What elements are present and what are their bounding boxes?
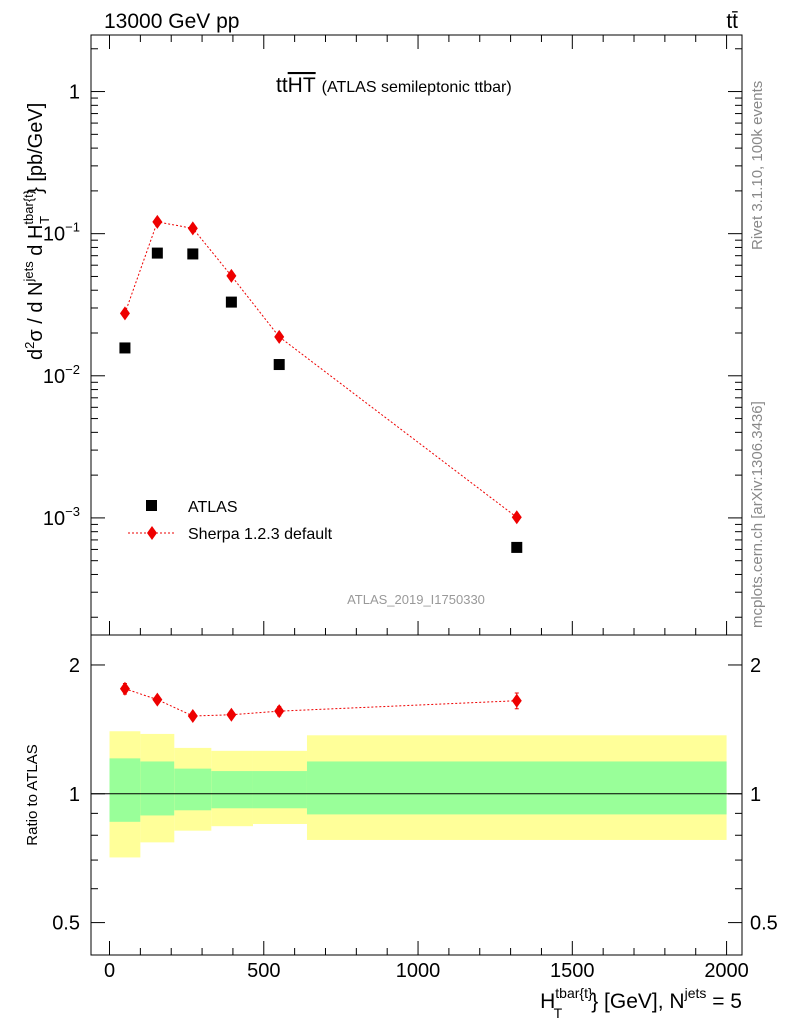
atlas-point (119, 342, 131, 354)
x-axis-ticks: 0 500 1000 1500 2000 (104, 35, 749, 982)
sherpa-point (226, 268, 237, 283)
atlas-data-points (119, 247, 523, 553)
main-plot-frame (90, 34, 743, 636)
xtick-label: 0 (104, 960, 115, 982)
band-green-0 (109, 758, 141, 822)
sherpa-ratio-point (187, 708, 198, 723)
ratio-ytick-label-right: 1 (750, 784, 761, 806)
ratio-ytick-label-left: 1 (69, 784, 80, 806)
main-y-axis-label: d2σ / d Njets d Htbar{t}T} [pb/GeV] (21, 103, 52, 360)
sherpa-point (187, 221, 198, 236)
ratio-ytick-label-left: 0.5 (52, 913, 80, 935)
xtick-label: 1500 (550, 960, 595, 982)
legend: ATLAS Sherpa 1.2.3 default (128, 499, 333, 543)
atlas-point (511, 541, 523, 553)
atlas-point (225, 296, 237, 308)
legend-sherpa-marker (147, 526, 157, 540)
sherpa-ratio-points (119, 681, 522, 723)
atlas-point (187, 248, 199, 260)
ratio-ytick-label-right: 2 (750, 655, 761, 677)
xtick-label: 500 (247, 960, 280, 982)
xtick-label: 2000 (704, 960, 749, 982)
header-process: tt̄ (726, 10, 738, 33)
mcplots-reference: mcplots.cern.ch [arXiv:1306.3436] (749, 401, 766, 628)
sherpa-point (274, 329, 285, 344)
ratio-plot-frame (90, 634, 743, 956)
sherpa-point (511, 510, 522, 525)
sherpa-point (119, 306, 130, 321)
main-y-axis-ticks: 10−310−210−11 (43, 48, 742, 618)
band-green-5 (306, 761, 727, 815)
analysis-watermark: ATLAS_2019_I1750330 (347, 592, 485, 607)
sherpa-ratio-point (226, 707, 237, 722)
legend-atlas-marker (146, 500, 157, 511)
atlas-point (151, 247, 163, 259)
ratio-y-axis-label: Ratio to ATLAS (24, 744, 41, 845)
sherpa-ratio-point (511, 693, 522, 708)
sherpa-line (124, 221, 518, 518)
main-ytick-label: 1 (69, 82, 80, 104)
header-energy: 13000 GeV pp (104, 10, 239, 33)
atlas-point (273, 359, 285, 371)
ratio-uncertainty-bands (109, 731, 727, 858)
plot-title: ttHT (ATLAS semileptonic ttbar) (276, 74, 512, 97)
xtick-label: 1000 (396, 960, 441, 982)
sherpa-ratio-point (274, 704, 285, 719)
main-ytick-label: 10−3 (43, 504, 80, 530)
sherpa-point (152, 214, 163, 229)
band-green-4 (252, 771, 307, 809)
main-ytick-label: 10−2 (43, 362, 80, 388)
ratio-ytick-label-left: 2 (69, 655, 80, 677)
rivet-version: Rivet 3.1.10, 100k events (749, 81, 766, 250)
sherpa-ratio-line (124, 688, 517, 717)
band-green-3 (211, 771, 253, 809)
sherpa-ratio-point (152, 692, 163, 707)
sherpa-ratio-point (119, 681, 130, 696)
band-green-2 (174, 768, 212, 811)
legend-atlas-label: ATLAS (188, 499, 238, 516)
ratio-y-axis-ticks: 0.5 0.5 1 1 2 2 (52, 655, 778, 935)
ratio-ytick-label-right: 0.5 (750, 913, 778, 935)
sherpa-points (119, 214, 522, 525)
x-axis-label: Htbar{t} T} [GeV], Njets = 5 (540, 985, 742, 1021)
legend-sherpa-label: Sherpa 1.2.3 default (188, 526, 333, 543)
band-green-1 (140, 761, 175, 816)
